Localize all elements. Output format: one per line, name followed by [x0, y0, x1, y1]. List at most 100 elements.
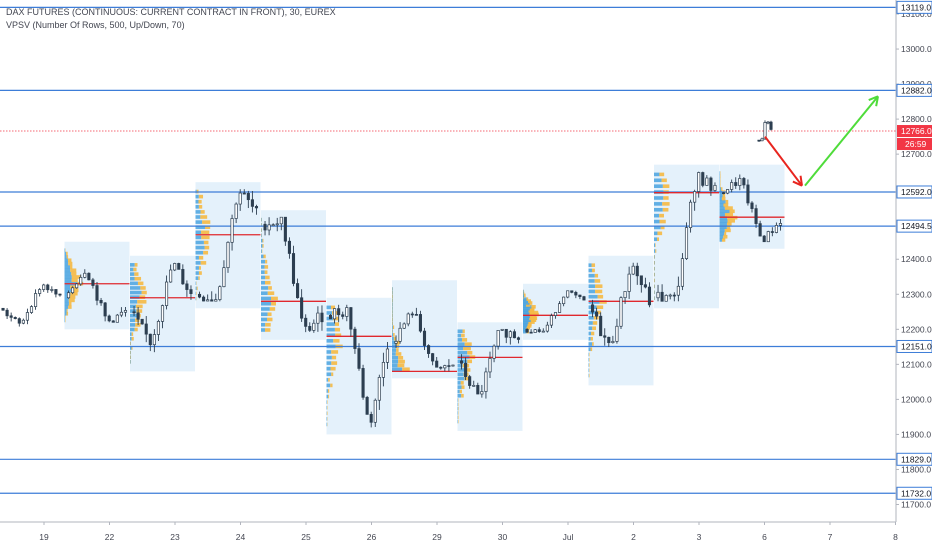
volume-bar-down [398, 359, 405, 364]
volume-bar-up [261, 312, 268, 317]
candle-body [721, 192, 726, 195]
volume-bar-up [588, 268, 592, 273]
x-axis-tick-label: 2 [631, 532, 636, 542]
volume-bar-up [326, 350, 332, 354]
candle-body [119, 311, 123, 316]
volume-bar-down [402, 367, 410, 372]
candle-body [341, 314, 345, 317]
volume-bar-down [70, 285, 78, 289]
volume-bar-up [261, 233, 262, 238]
y-axis-tick-label: 12300.0 [901, 289, 932, 299]
volume-bar-down [328, 394, 330, 399]
volume-bar-down [131, 336, 134, 341]
candle-body [210, 299, 214, 302]
volume-bar-up [457, 411, 459, 415]
x-axis-tick-label: 25 [301, 532, 311, 542]
volume-bar-down [136, 309, 143, 313]
candle-body [439, 366, 443, 369]
volume-bar-up [392, 287, 393, 291]
candle-body [42, 284, 46, 290]
volume-bar-down [460, 381, 464, 385]
volume-bar-up [523, 329, 527, 334]
volume-bar-down [663, 196, 669, 200]
volume-bar-up [588, 368, 590, 373]
volume-bar-up [523, 291, 524, 296]
candle-body [169, 269, 173, 283]
volume-bar-up [326, 327, 335, 332]
candle-body [357, 348, 361, 369]
x-axis-tick-label: 3 [697, 532, 702, 542]
candle-body [50, 289, 54, 291]
candle-body [25, 312, 29, 321]
candle-body [689, 201, 693, 228]
volume-bar-down [588, 373, 590, 378]
volume-bar-down [657, 237, 660, 242]
volume-bar-down [523, 291, 525, 296]
candle-body [238, 192, 242, 205]
volume-bar-up [195, 266, 199, 270]
volume-bar-up [654, 296, 655, 300]
volume-bar-up [457, 338, 463, 342]
volume-bar-down [265, 280, 271, 285]
candle-body [472, 384, 476, 387]
volume-bar-down [267, 317, 273, 322]
candle-body [312, 322, 316, 331]
volume-bar-down [397, 363, 405, 368]
volume-bar-up [130, 276, 135, 281]
projection-arrow-down[interactable] [764, 136, 803, 187]
volume-bar-up [654, 255, 655, 259]
volume-bar-up [326, 372, 332, 377]
volume-bar-down [71, 275, 81, 279]
volume-bar-up [130, 304, 136, 309]
level-price-badge [896, 452, 932, 466]
volume-bar-up [64, 301, 69, 306]
volume-bar-up [457, 398, 459, 402]
volume-bar-up [326, 311, 333, 315]
candle-body [607, 336, 611, 344]
volume-bar-up [392, 325, 393, 330]
y-axis-tick-label: 12200.0 [901, 324, 932, 334]
candle-body [770, 231, 774, 233]
volume-bar-down [203, 250, 209, 255]
candle-body [750, 202, 754, 209]
level-price-label: 12882.0 [901, 85, 932, 95]
volume-bar-down [134, 272, 139, 276]
candle-body [132, 311, 136, 314]
time-axis-panel[interactable] [0, 522, 932, 550]
candle-body [709, 177, 713, 191]
volume-bar-up [64, 248, 66, 253]
volume-bar-up [261, 301, 272, 306]
volume-bar-down [392, 317, 393, 322]
candle-body [365, 396, 369, 415]
candle-body [9, 315, 13, 318]
candle-body [668, 294, 672, 297]
candle-body [377, 377, 381, 401]
projection-arrow-up[interactable] [804, 95, 879, 187]
volume-bar-up [195, 291, 197, 296]
volume-bar-down [135, 318, 140, 323]
volume-bar-up [457, 402, 459, 407]
volume-bar-down [591, 263, 596, 267]
candle-body [504, 328, 508, 338]
volume-bar-up [457, 329, 463, 334]
candle-body [58, 293, 62, 296]
volume-bar-down [200, 261, 207, 265]
candle-body [726, 189, 730, 194]
volume-bar-down [333, 339, 340, 343]
volume-bar-up [457, 381, 461, 385]
volume-bar-down [662, 207, 669, 212]
candle-body [373, 399, 377, 423]
volume-bar-up [64, 285, 71, 289]
volume-bar-up [457, 393, 462, 398]
candle-body [742, 178, 746, 186]
volume-bar-up [130, 360, 131, 364]
x-axis-tick-label: Jul [563, 532, 574, 542]
volume-bar-down [398, 355, 404, 360]
volume-bar-up [654, 202, 663, 206]
volume-bar-up [654, 219, 660, 224]
candle-body [451, 364, 455, 367]
volume-bar-up [457, 389, 460, 394]
volume-bar-down [68, 305, 72, 309]
